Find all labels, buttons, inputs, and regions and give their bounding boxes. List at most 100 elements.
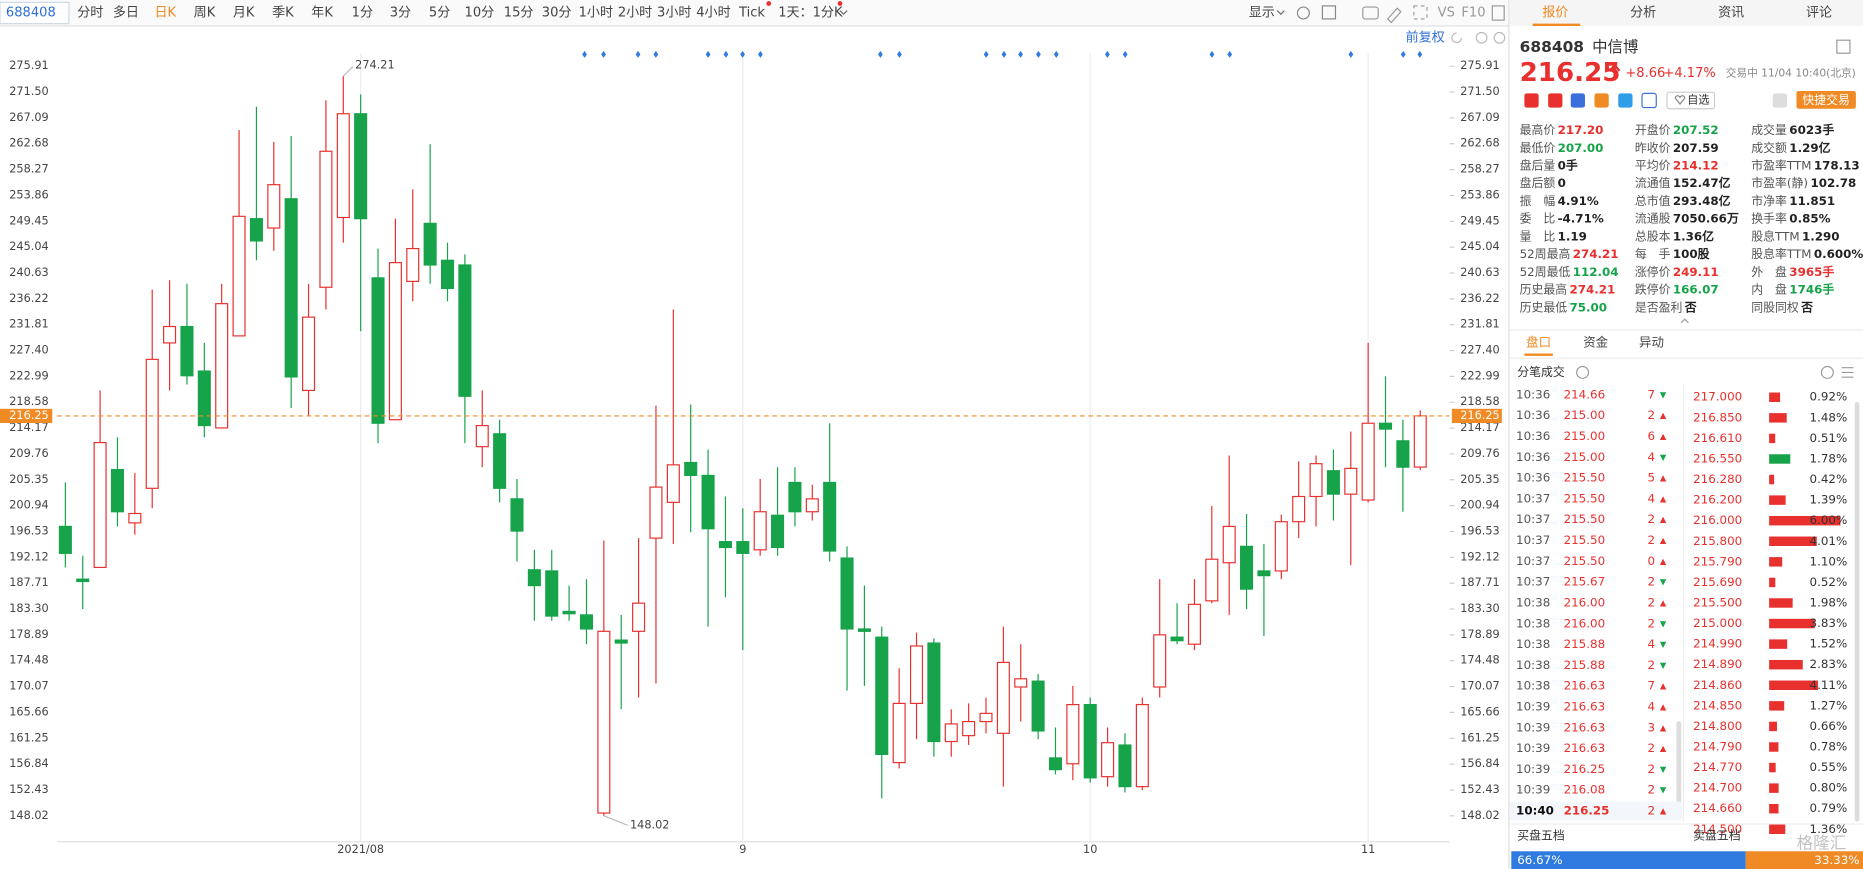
period-button[interactable]: 日K — [154, 6, 176, 21]
stat: 流通值 152.47亿 — [1635, 176, 1731, 190]
buy-share: 66.67% — [1517, 853, 1562, 867]
buy-bar — [1511, 851, 1746, 869]
y-tick-label: 231.81 — [9, 318, 48, 331]
info-icon[interactable] — [1576, 365, 1590, 379]
trade-price: 215.67 — [1564, 575, 1606, 589]
panel-icon[interactable] — [1836, 39, 1851, 54]
adjust-button[interactable]: 前复权 — [1406, 29, 1445, 45]
stat-label: 开盘价 — [1635, 123, 1671, 137]
stat: 52周最高 274.21 — [1520, 247, 1619, 261]
y-tick-label-right: 214.17 — [1460, 421, 1499, 434]
stat-label: 最低价 — [1520, 140, 1556, 154]
watch-button[interactable]: 自选 — [1687, 94, 1710, 107]
candle-body — [579, 614, 594, 630]
panel-toggle[interactable] — [1491, 5, 1505, 21]
checkbox-icon[interactable] — [1321, 5, 1337, 20]
period-button[interactable]: 10分 — [465, 6, 495, 21]
candle-body — [562, 610, 576, 615]
settings-icon[interactable] — [1296, 6, 1310, 20]
period-button[interactable]: 分时 — [77, 6, 103, 21]
trade-button-bg[interactable] — [1796, 91, 1856, 109]
y-tick-label: 192.12 — [9, 550, 48, 563]
stat-label: 昨收价 — [1635, 140, 1671, 154]
period-button[interactable]: 30分 — [542, 6, 572, 21]
level-price: 214.660 — [1693, 801, 1742, 815]
tab[interactable]: 分析 — [1630, 6, 1656, 21]
y-tick-label-right: 192.12 — [1460, 550, 1499, 563]
stat-label: 换手率 — [1751, 211, 1787, 225]
subtab[interactable]: 异动 — [1639, 334, 1664, 349]
period-button[interactable]: Tick — [738, 6, 765, 21]
trade-button[interactable]: 快捷交易 — [1802, 93, 1849, 107]
period-button[interactable]: 年K — [311, 6, 333, 21]
trade-volume: 2 — [1648, 616, 1656, 630]
period-button[interactable]: 周K — [194, 6, 216, 21]
period-button[interactable]: 1分 — [352, 6, 373, 21]
level-bar — [1769, 598, 1793, 608]
bell-icon[interactable] — [1772, 93, 1787, 108]
candle-body — [1413, 415, 1427, 468]
scrollbar[interactable] — [1676, 721, 1682, 810]
stat: 市盈率TTM 178.13 — [1751, 158, 1859, 172]
level-price: 214.770 — [1693, 760, 1742, 774]
level-bar — [1769, 803, 1779, 814]
subtab[interactable]: 资金 — [1583, 334, 1609, 349]
tab[interactable]: 报价 — [1542, 6, 1568, 21]
vs-button[interactable]: VS — [1438, 6, 1455, 21]
camera-icon[interactable] — [1362, 6, 1379, 20]
stat-label: 52周最高 — [1520, 247, 1571, 261]
trade-price: 215.50 — [1564, 471, 1606, 485]
period-button[interactable]: 2小时 — [618, 6, 652, 21]
tab[interactable]: 评论 — [1806, 6, 1832, 21]
y-tick-label-right: 236.22 — [1460, 292, 1499, 305]
trade-arrow: ▲ — [1660, 722, 1667, 732]
subtab[interactable]: 盘口 — [1526, 334, 1551, 349]
more-icon[interactable] — [1820, 365, 1834, 379]
period-button[interactable]: 5分 — [429, 6, 450, 21]
last-price-label: 216.25 — [9, 409, 48, 422]
stat-value: 6023手 — [1789, 123, 1834, 137]
trade-price: 215.88 — [1564, 637, 1606, 651]
trade-price: 216.63 — [1564, 741, 1606, 755]
zoom-out[interactable] — [1475, 31, 1488, 44]
x-tick-label: 2021/08 — [337, 843, 384, 856]
caret — [1276, 10, 1285, 16]
level-share: 1.36% — [1810, 822, 1848, 836]
period-button[interactable]: 3分 — [390, 6, 411, 21]
period-button[interactable]: 3小时 — [657, 6, 691, 21]
trade-arrow: ▲ — [1660, 556, 1667, 566]
level-share: 0.79% — [1810, 801, 1848, 815]
trade-price: 215.88 — [1564, 658, 1606, 672]
list-icon[interactable] — [1841, 367, 1854, 378]
period-button[interactable]: 1小时 — [579, 6, 613, 21]
tab[interactable]: 资讯 — [1718, 6, 1744, 21]
scrollbar[interactable] — [1854, 401, 1860, 822]
period-button[interactable]: 季K — [272, 6, 294, 21]
zoom-in[interactable] — [1493, 31, 1506, 44]
display-menu[interactable]: 显示 — [1249, 6, 1275, 21]
pen-icon[interactable] — [1386, 7, 1402, 24]
heart-icon — [1674, 95, 1686, 105]
period-button[interactable]: 月K — [233, 6, 255, 21]
stat: 历史最低 75.00 — [1520, 300, 1607, 314]
candle-body — [1048, 757, 1063, 771]
level-share: 0.55% — [1810, 760, 1848, 774]
fullscreen-icon[interactable] — [1413, 5, 1428, 20]
y-tick-label-right: 275.91 — [1460, 59, 1499, 72]
interval-select[interactable]: 1天：1分K — [778, 6, 843, 21]
level-bar — [1769, 474, 1775, 485]
level-price: 214.700 — [1693, 781, 1742, 795]
period-button[interactable]: 4小时 — [696, 6, 730, 21]
period-button[interactable]: 多日 — [113, 5, 139, 21]
level-price: 215.690 — [1693, 575, 1742, 589]
level-share: 0.52% — [1810, 575, 1848, 589]
f10-button[interactable]: F10 — [1461, 6, 1485, 21]
trade-volume: 4 — [1648, 450, 1656, 464]
level-bar — [1769, 536, 1817, 546]
code-box[interactable] — [0, 1, 70, 25]
event-marker[interactable] — [601, 50, 606, 58]
period-button[interactable]: 15分 — [504, 6, 534, 21]
level-bar — [1769, 392, 1781, 402]
undo-icon[interactable] — [1451, 32, 1463, 44]
collapse-caret[interactable] — [1680, 318, 1689, 324]
